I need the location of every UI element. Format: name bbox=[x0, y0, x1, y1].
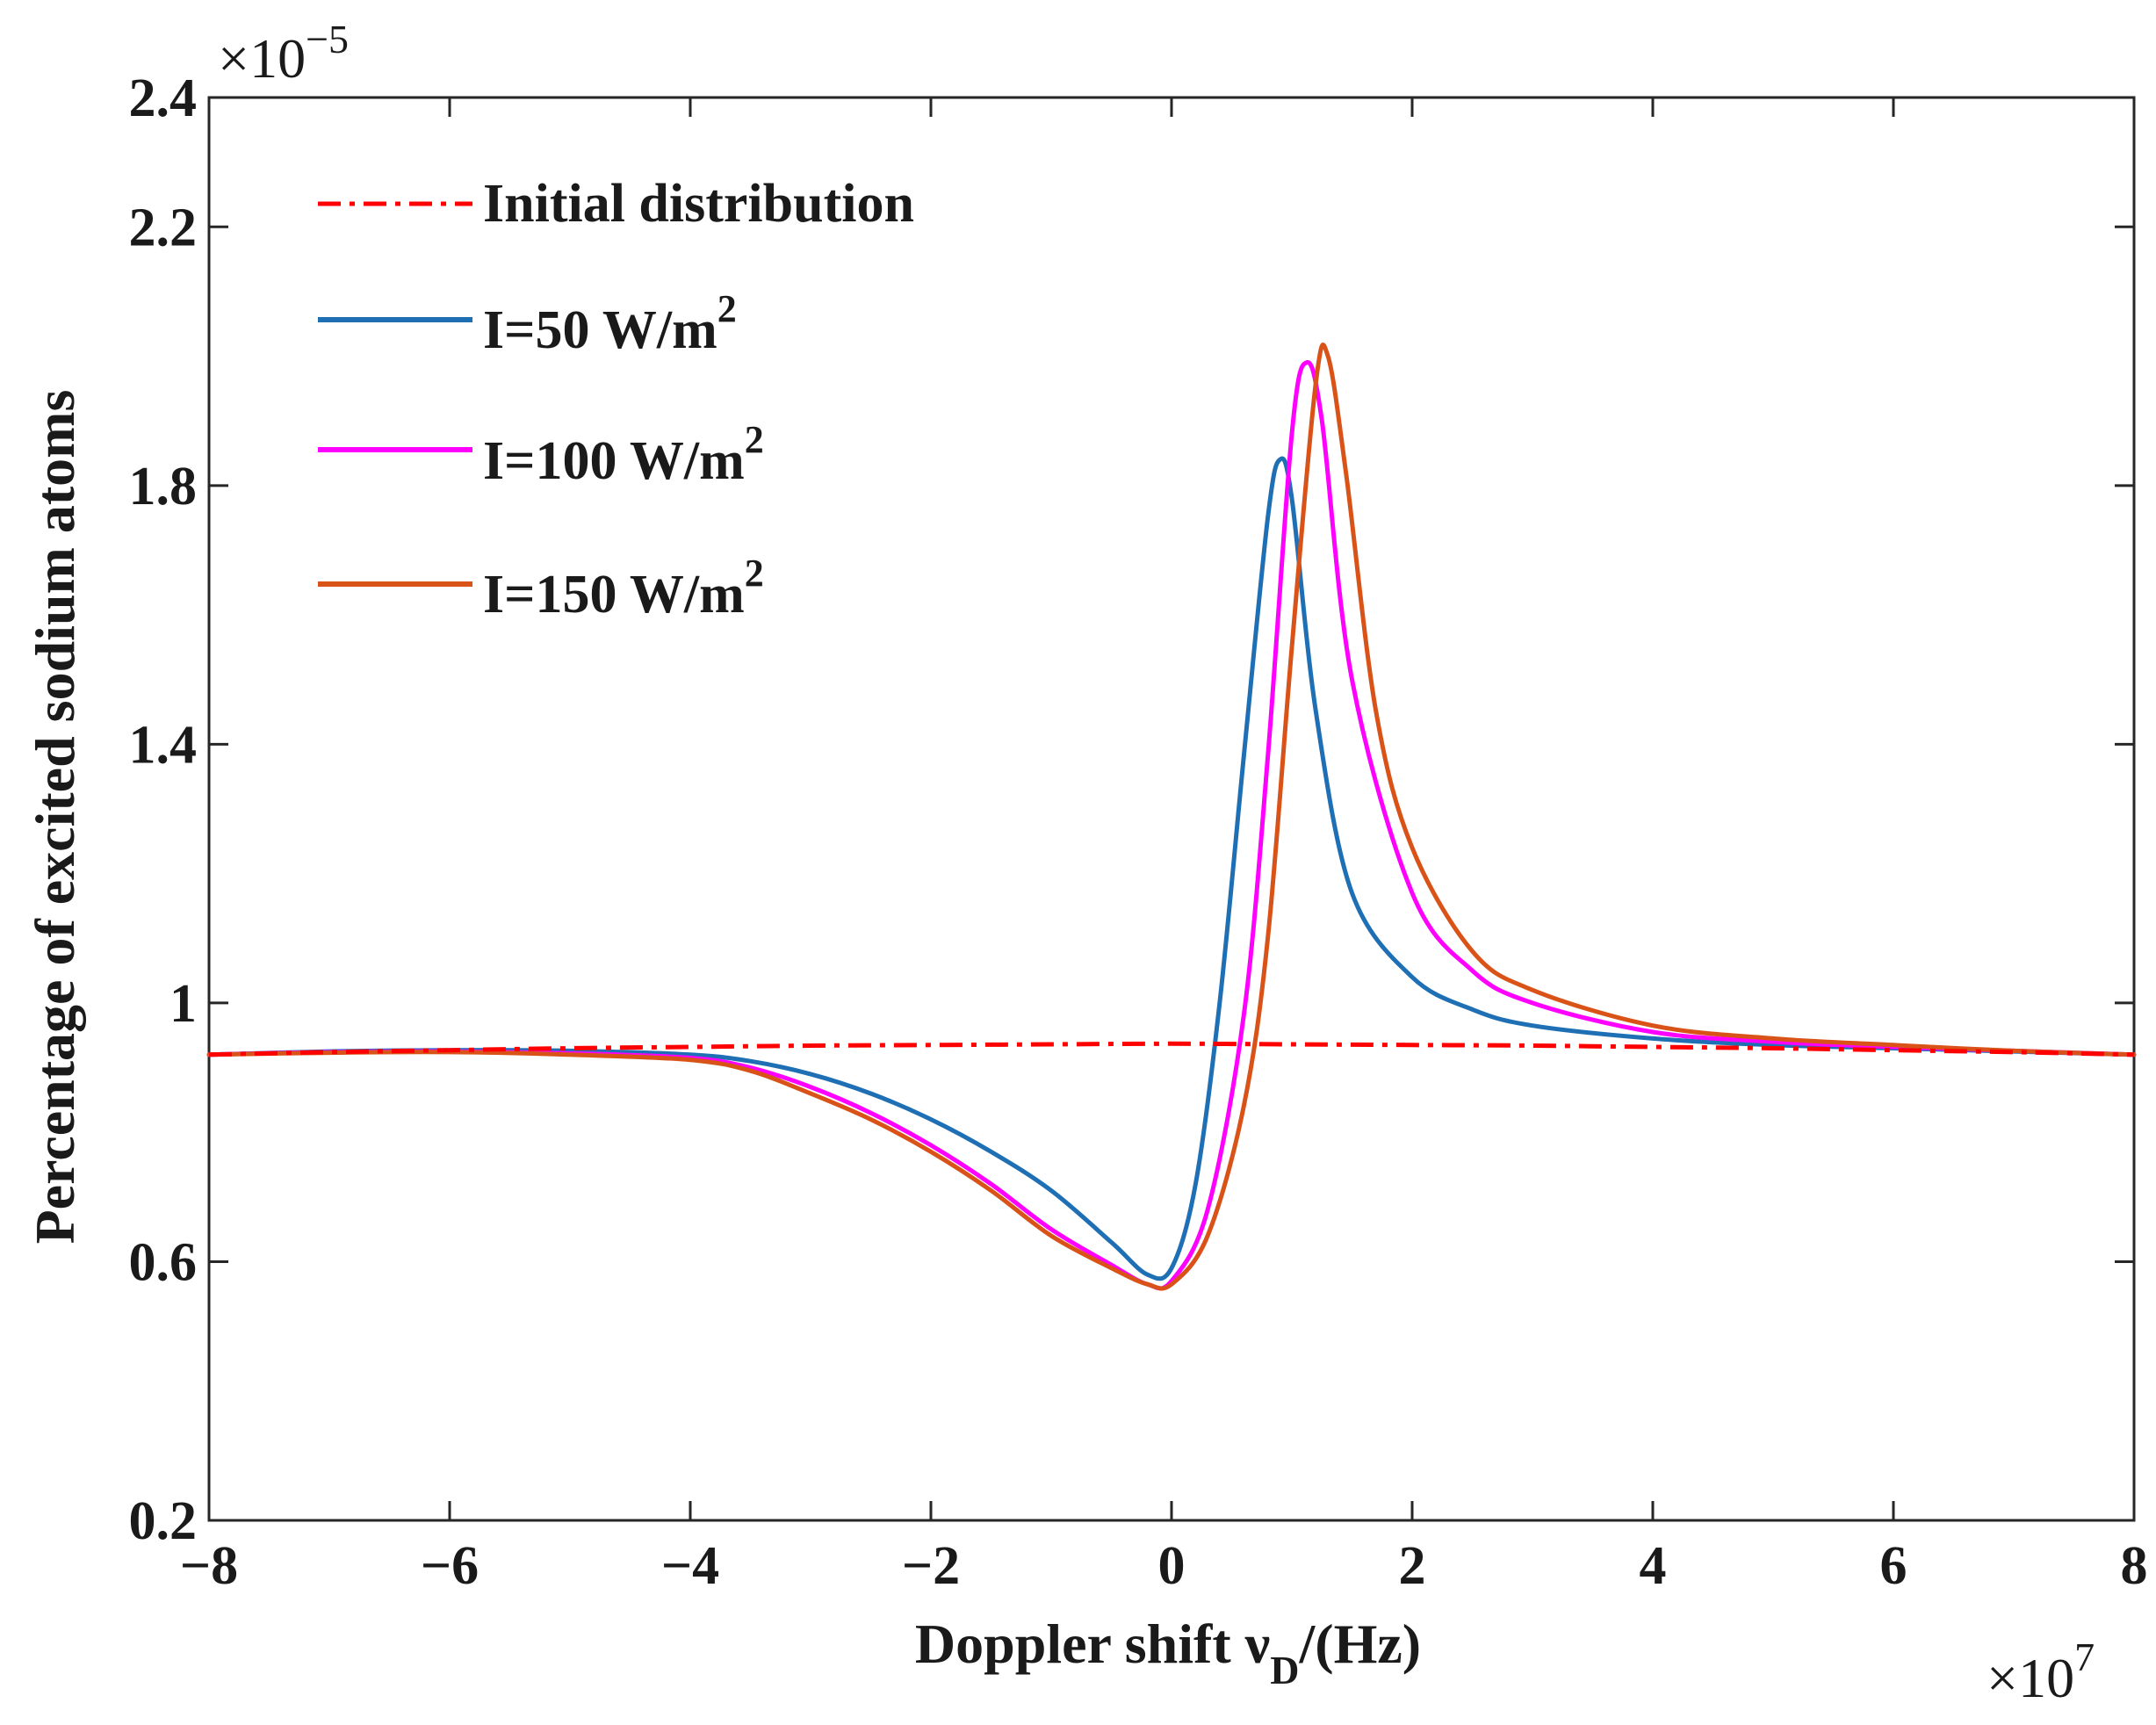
x-tick-label: 0 bbox=[1158, 1536, 1186, 1596]
series-line-3 bbox=[206, 343, 2137, 1291]
y-tick-label: 0.2 bbox=[129, 1491, 198, 1551]
legend-label-i100: I=100 W/m2 bbox=[483, 418, 764, 491]
series-line-0 bbox=[208, 1041, 2135, 1057]
y-tick-label: 1.4 bbox=[129, 715, 198, 775]
y-tick-label: 1.8 bbox=[129, 457, 198, 516]
y-multiplier: ×10−5 bbox=[218, 17, 349, 90]
x-axis-title: Doppler shift νD/(Hz) bbox=[915, 1613, 1421, 1693]
x-tick-label: 8 bbox=[2121, 1536, 2148, 1596]
x-tick-label: −6 bbox=[421, 1536, 479, 1596]
x-tick-label: −2 bbox=[902, 1536, 960, 1596]
y-tick-label: 1 bbox=[169, 974, 197, 1034]
y-tick-label: 2.2 bbox=[129, 198, 198, 257]
x-tick-label: −8 bbox=[180, 1536, 238, 1596]
series-line-1 bbox=[206, 456, 2137, 1281]
legend-label-i50: I=50 W/m2 bbox=[483, 287, 737, 360]
axis-ticks bbox=[207, 96, 2136, 1522]
series-line-2 bbox=[206, 360, 2137, 1291]
series-group bbox=[206, 343, 2137, 1291]
tick-labels: −8 −6 −4 −2 0 2 4 6 8 0.2 0.6 1 1.4 1.8 2.2 2.4 bbox=[129, 69, 2148, 1596]
legend-label-initial: Initial distribution bbox=[483, 174, 914, 234]
x-tick-label: −4 bbox=[661, 1536, 719, 1596]
x-tick-label: 4 bbox=[1640, 1536, 1667, 1596]
y-tick-label: 2.4 bbox=[129, 69, 198, 128]
legend: Initial distribution I=50 W/m2 I=100 W/m… bbox=[318, 174, 914, 624]
x-tick-label: 2 bbox=[1399, 1536, 1426, 1596]
y-tick-label: 0.6 bbox=[129, 1232, 198, 1292]
x-tick-label: 6 bbox=[1880, 1536, 1907, 1596]
x-multiplier: ×107 bbox=[1987, 1635, 2095, 1709]
y-axis-title: Percentage of excited sodium atoms bbox=[24, 390, 86, 1245]
legend-label-i150: I=150 W/m2 bbox=[483, 552, 764, 624]
